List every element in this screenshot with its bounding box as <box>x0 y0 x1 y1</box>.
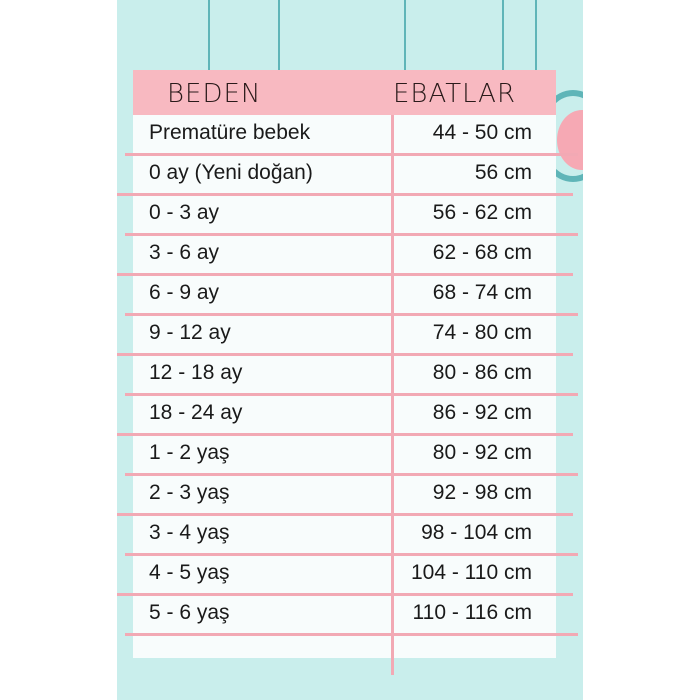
row-separator <box>125 473 578 476</box>
size-chart-panel: BEDEN EBATLAR Prematüre bebek 44 - 50 cm 0… <box>117 0 583 700</box>
table-row: 3 - 6 ay 62 - 68 cm <box>133 235 556 275</box>
table-row: 6 - 9 ay 68 - 74 cm <box>133 275 556 315</box>
dimension-cell: 92 - 98 cm <box>432 481 532 504</box>
row-separator <box>125 393 578 396</box>
dimension-cell: 110 - 116 cm <box>412 601 532 624</box>
dimension-cell: 74 - 80 cm <box>432 321 532 344</box>
table-row: 0 ay (Yeni doğan) 56 cm <box>133 155 556 195</box>
size-cell: 0 - 3 ay <box>149 201 220 224</box>
size-cell: 18 - 24 ay <box>149 401 243 424</box>
size-cell: 4 - 5 yaş <box>149 561 230 584</box>
size-cell: 3 - 6 ay <box>149 241 220 264</box>
row-separator <box>125 153 578 156</box>
hanging-string <box>404 0 406 72</box>
table-row: 3 - 4 yaş 98 - 104 cm <box>133 515 556 555</box>
decorative-hanger <box>537 90 583 182</box>
size-table: BEDEN EBATLAR Prematüre bebek 44 - 50 cm 0… <box>117 70 578 675</box>
size-cell: 0 ay (Yeni doğan) <box>149 161 313 184</box>
hanging-string <box>278 0 280 72</box>
row-separator <box>117 193 573 196</box>
header-dimension: EBATLAR <box>393 79 517 109</box>
row-separator <box>117 513 573 516</box>
table-row: 12 - 18 ay 80 - 86 cm <box>133 355 556 395</box>
dimension-cell: 104 - 110 cm <box>410 561 532 584</box>
dimension-cell: 62 - 68 cm <box>432 241 532 264</box>
size-cell: 3 - 4 yaş <box>149 521 230 544</box>
table-row: 0 - 3 ay 56 - 62 cm <box>133 195 556 235</box>
dimension-cell: 44 - 50 cm <box>432 121 532 144</box>
table-row: 4 - 5 yaş 104 - 110 cm <box>133 555 556 595</box>
size-cell: 9 - 12 ay <box>149 321 231 344</box>
size-cell: 1 - 2 yaş <box>149 441 230 464</box>
row-separator <box>117 433 573 436</box>
row-separator <box>117 273 573 276</box>
table-header: BEDEN EBATLAR <box>133 70 556 115</box>
size-cell: 6 - 9 ay <box>149 281 220 304</box>
table-row: Prematüre bebek 44 - 50 cm <box>133 115 556 155</box>
table-row: 18 - 24 ay 86 - 92 cm <box>133 395 556 435</box>
row-separator <box>125 313 578 316</box>
dimension-cell: 68 - 74 cm <box>432 281 532 304</box>
header-size: BEDEN <box>167 79 262 109</box>
row-separator <box>125 233 578 236</box>
table-row: 9 - 12 ay 74 - 80 cm <box>133 315 556 355</box>
hanging-string <box>502 0 504 72</box>
dimension-cell: 86 - 92 cm <box>432 401 532 424</box>
row-separator <box>117 593 573 596</box>
row-separator <box>117 353 573 356</box>
table-row: 5 - 6 yaş 110 - 116 cm <box>133 595 556 635</box>
size-cell: 12 - 18 ay <box>149 361 243 384</box>
dimension-cell: 56 - 62 cm <box>432 201 532 224</box>
dimension-cell: 80 - 86 cm <box>432 361 532 384</box>
dimension-cell: 80 - 92 cm <box>432 441 532 464</box>
size-cell: Prematüre bebek <box>149 121 311 144</box>
table-row: 1 - 2 yaş 80 - 92 cm <box>133 435 556 475</box>
dimension-cell: 98 - 104 cm <box>421 521 532 544</box>
hanging-string <box>535 0 537 72</box>
size-cell: 2 - 3 yaş <box>149 481 230 504</box>
size-cell: 5 - 6 yaş <box>149 601 230 624</box>
dimension-cell: 56 cm <box>474 161 532 184</box>
row-separator <box>125 553 578 556</box>
row-separator <box>125 633 578 636</box>
hanging-string <box>208 0 210 72</box>
table-row: 2 - 3 yaş 92 - 98 cm <box>133 475 556 515</box>
